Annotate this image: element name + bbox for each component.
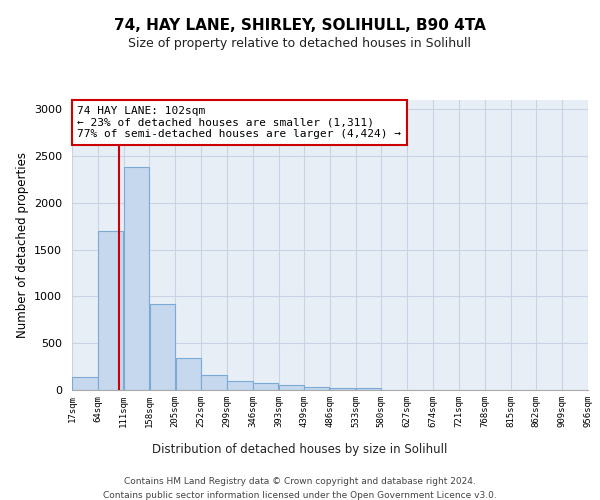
Bar <box>176 358 201 390</box>
Bar <box>124 168 149 390</box>
Bar <box>279 385 304 390</box>
Bar <box>98 231 124 390</box>
Text: Distribution of detached houses by size in Solihull: Distribution of detached houses by size … <box>152 442 448 456</box>
Bar <box>150 304 175 390</box>
Bar <box>330 388 355 390</box>
Bar <box>253 383 278 390</box>
Bar <box>202 374 227 390</box>
Text: 74 HAY LANE: 102sqm
← 23% of detached houses are smaller (1,311)
77% of semi-det: 74 HAY LANE: 102sqm ← 23% of detached ho… <box>77 106 401 139</box>
Bar <box>227 380 253 390</box>
Bar <box>304 387 329 390</box>
Y-axis label: Number of detached properties: Number of detached properties <box>16 152 29 338</box>
Text: Contains HM Land Registry data © Crown copyright and database right 2024.: Contains HM Land Registry data © Crown c… <box>124 478 476 486</box>
Text: Size of property relative to detached houses in Solihull: Size of property relative to detached ho… <box>128 38 472 51</box>
Text: Contains public sector information licensed under the Open Government Licence v3: Contains public sector information licen… <box>103 491 497 500</box>
Bar <box>356 388 381 390</box>
Bar <box>72 377 98 390</box>
Text: 74, HAY LANE, SHIRLEY, SOLIHULL, B90 4TA: 74, HAY LANE, SHIRLEY, SOLIHULL, B90 4TA <box>114 18 486 32</box>
